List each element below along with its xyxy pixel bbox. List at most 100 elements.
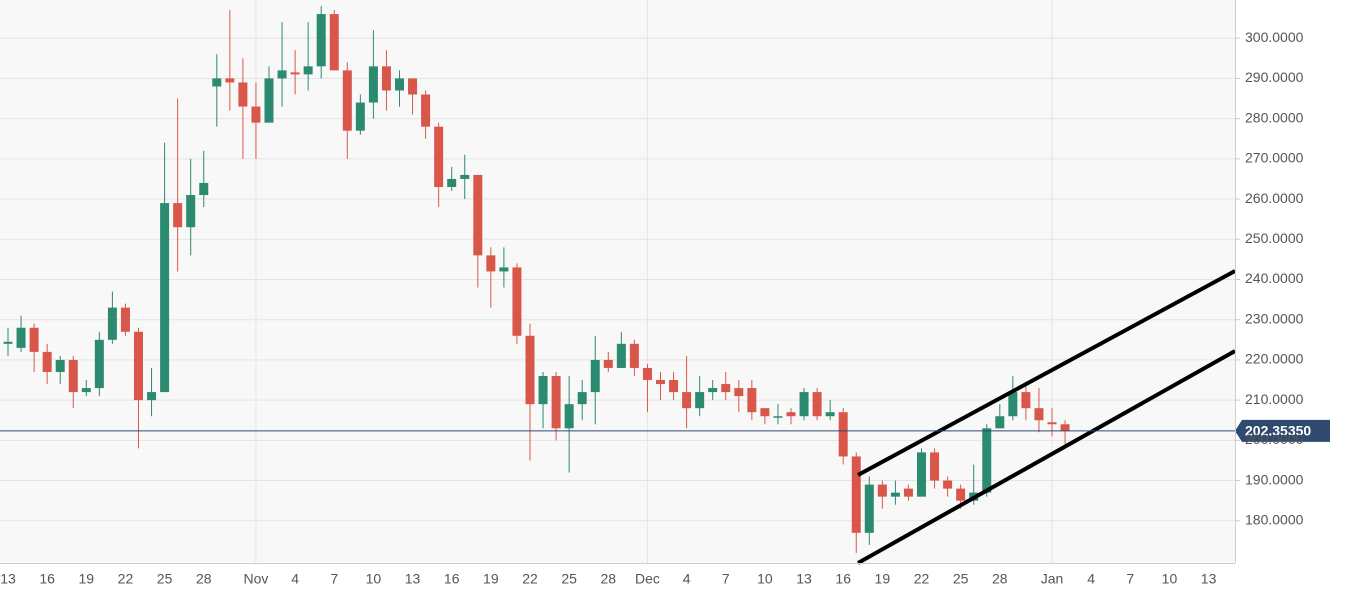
candle-body — [486, 255, 496, 272]
plot-background — [0, 0, 1235, 563]
candle-body — [812, 392, 822, 417]
y-tick-label: 260.0000 — [1245, 190, 1304, 206]
candle-body — [1060, 424, 1070, 431]
candle-body — [186, 195, 196, 228]
candle-body — [930, 452, 940, 481]
candle-body — [225, 78, 235, 83]
candle-body — [577, 392, 587, 405]
y-tick-label: 220.0000 — [1245, 351, 1304, 367]
x-tick-label: 25 — [953, 571, 969, 587]
y-tick-label: 270.0000 — [1245, 150, 1304, 166]
candle-body — [160, 203, 170, 393]
candle-body — [551, 376, 561, 429]
candle-body — [355, 102, 365, 131]
x-tick-label: 4 — [1087, 571, 1095, 587]
y-tick-label: 210.0000 — [1245, 391, 1304, 407]
candle-body — [864, 484, 874, 533]
x-tick-label: 22 — [118, 571, 134, 587]
x-tick-label: 28 — [992, 571, 1008, 587]
candle-body — [3, 341, 13, 344]
candle-body — [838, 412, 848, 457]
candle-body — [434, 126, 444, 187]
x-tick-label: 10 — [366, 571, 382, 587]
x-tick-label: Jan — [1041, 571, 1064, 587]
candle-body — [16, 327, 26, 348]
y-tick-label: 230.0000 — [1245, 310, 1304, 326]
x-tick-label: 10 — [757, 571, 773, 587]
trend-line-lower — [857, 349, 1236, 565]
x-tick-label: 13 — [1201, 571, 1217, 587]
trend-channel — [857, 269, 1236, 565]
candle-body — [851, 456, 861, 533]
x-tick-label: 13 — [796, 571, 812, 587]
x-tick-label: 16 — [444, 571, 460, 587]
candle-body — [290, 72, 300, 75]
candle-body — [903, 488, 913, 497]
candle-body — [525, 335, 535, 405]
last-price-label: 202.35350 — [1245, 423, 1311, 439]
candle-body — [42, 351, 52, 372]
candle-body — [642, 367, 652, 381]
candle-body — [107, 307, 117, 340]
x-tick-label: 7 — [1126, 571, 1134, 587]
y-tick-label: 190.0000 — [1245, 471, 1304, 487]
candle-body — [173, 203, 183, 228]
candle-body — [1034, 408, 1044, 421]
candle-body — [381, 66, 391, 91]
y-tick-label: 300.0000 — [1245, 29, 1304, 45]
candle-body — [81, 388, 91, 393]
candle-body — [395, 78, 404, 91]
candle-body — [94, 339, 104, 389]
candle-body — [212, 78, 222, 87]
candle-body — [199, 182, 209, 196]
x-tick-label: 25 — [157, 571, 173, 587]
candle-body — [120, 307, 130, 332]
candle-body — [277, 70, 287, 79]
candle-body — [316, 14, 326, 67]
candle-body — [721, 384, 731, 393]
candle-body — [656, 380, 665, 385]
candle-body — [329, 14, 339, 71]
x-tick-label: 22 — [914, 571, 930, 587]
candle-body — [825, 412, 835, 417]
x-tick-label: 28 — [196, 571, 212, 587]
x-tick-label: Dec — [635, 571, 660, 587]
y-tick-label: 240.0000 — [1245, 270, 1304, 286]
x-tick-label: 16 — [39, 571, 55, 587]
candle-body — [786, 412, 796, 417]
candle-body — [473, 174, 483, 256]
candle-body — [773, 416, 783, 418]
y-tick-label: 200.0000 — [1245, 431, 1304, 447]
candle-body — [956, 488, 966, 501]
candle-body — [995, 416, 1005, 429]
candle-body — [238, 82, 248, 107]
x-tick-label: 13 — [0, 571, 16, 587]
x-tick-label: 22 — [522, 571, 538, 587]
candle-body — [1047, 422, 1057, 425]
candle-body — [564, 404, 574, 429]
candle-body — [590, 359, 600, 393]
candle-body — [1008, 392, 1018, 417]
candle-body — [460, 174, 470, 179]
candle-body — [1021, 392, 1031, 409]
x-tick-label: 13 — [405, 571, 421, 587]
candle-body — [368, 66, 378, 103]
candle-body — [303, 66, 313, 75]
candle-body — [499, 267, 509, 272]
candle-body — [68, 359, 78, 393]
candle-body — [147, 392, 157, 401]
candle-body — [251, 106, 261, 123]
candle-body — [695, 392, 705, 409]
x-tick-label: 4 — [291, 571, 299, 587]
overlay: 202.35350 — [0, 419, 1330, 442]
candle-body — [55, 359, 65, 372]
candle-body — [760, 408, 770, 417]
x-tick-label: 7 — [722, 571, 730, 587]
candle-body — [512, 267, 522, 336]
y-tick-label: 280.0000 — [1245, 109, 1304, 125]
candle-body — [134, 331, 143, 401]
candle-body — [447, 178, 457, 187]
candle-body — [408, 78, 418, 95]
candle-body — [342, 70, 352, 131]
candle-body — [29, 327, 39, 352]
